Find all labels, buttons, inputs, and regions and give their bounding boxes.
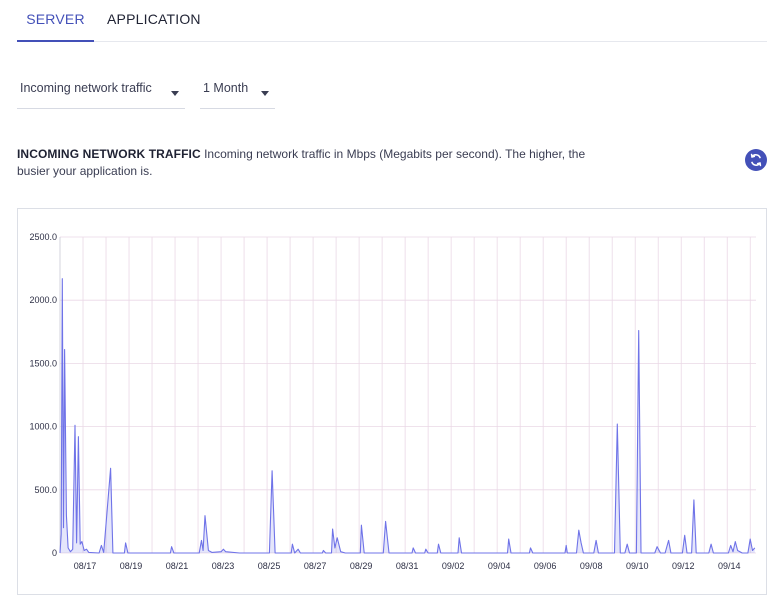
x-tick-label: 08/29 [350, 561, 373, 571]
x-tick-label: 08/31 [396, 561, 419, 571]
chevron-down-icon [261, 91, 269, 96]
x-tick-label: 08/23 [212, 561, 235, 571]
series-line [59, 278, 756, 554]
x-tick-label: 08/21 [166, 561, 189, 571]
refresh-icon [750, 153, 762, 167]
y-tick-label: 1000.0 [29, 422, 57, 432]
y-tick-label: 500.0 [34, 485, 57, 495]
y-tick-label: 2000.0 [29, 295, 57, 305]
y-tick-label: 0 [52, 548, 57, 558]
y-tick-label: 1500.0 [29, 358, 57, 368]
x-tick-label: 09/02 [442, 561, 465, 571]
tab-application[interactable]: APPLICATION [107, 11, 201, 27]
traffic-chart-svg: 0 500.0 1000.0 1500.0 2000.0 2500.0 08/17 08/19… [29, 232, 756, 571]
metric-select[interactable]: Incoming network traffic [17, 76, 185, 109]
x-tick-label: 09/04 [488, 561, 511, 571]
tab-server[interactable]: SERVER [17, 0, 94, 42]
x-tick-label: 09/06 [534, 561, 557, 571]
chart-title: INCOMING NETWORK TRAFFIC [17, 147, 201, 161]
x-tick-label: 08/19 [120, 561, 143, 571]
y-tick-label: 2500.0 [29, 232, 57, 242]
traffic-chart: 0 500.0 1000.0 1500.0 2000.0 2500.0 08/17 08/19… [17, 208, 767, 595]
x-tick-label: 09/14 [718, 561, 741, 571]
x-tick-label: 09/10 [626, 561, 649, 571]
chevron-down-icon [171, 91, 179, 96]
x-tick-label: 09/08 [580, 561, 603, 571]
metric-select-value: Incoming network traffic [20, 81, 152, 95]
range-select-value: 1 Month [203, 81, 249, 95]
x-tick-label: 08/25 [258, 561, 281, 571]
x-tick-label: 09/12 [672, 561, 695, 571]
range-select[interactable]: 1 Month [200, 76, 275, 109]
series-area [60, 278, 755, 553]
refresh-button[interactable] [745, 149, 767, 171]
x-tick-label: 08/27 [304, 561, 327, 571]
chart-description-text: Incoming network traffic in Mbps (Megabi… [17, 147, 586, 178]
x-tick-label: 08/17 [74, 561, 97, 571]
chart-description: INCOMING NETWORK TRAFFIC Incoming networ… [17, 146, 597, 180]
tab-bar: SERVER APPLICATION [17, 0, 767, 42]
